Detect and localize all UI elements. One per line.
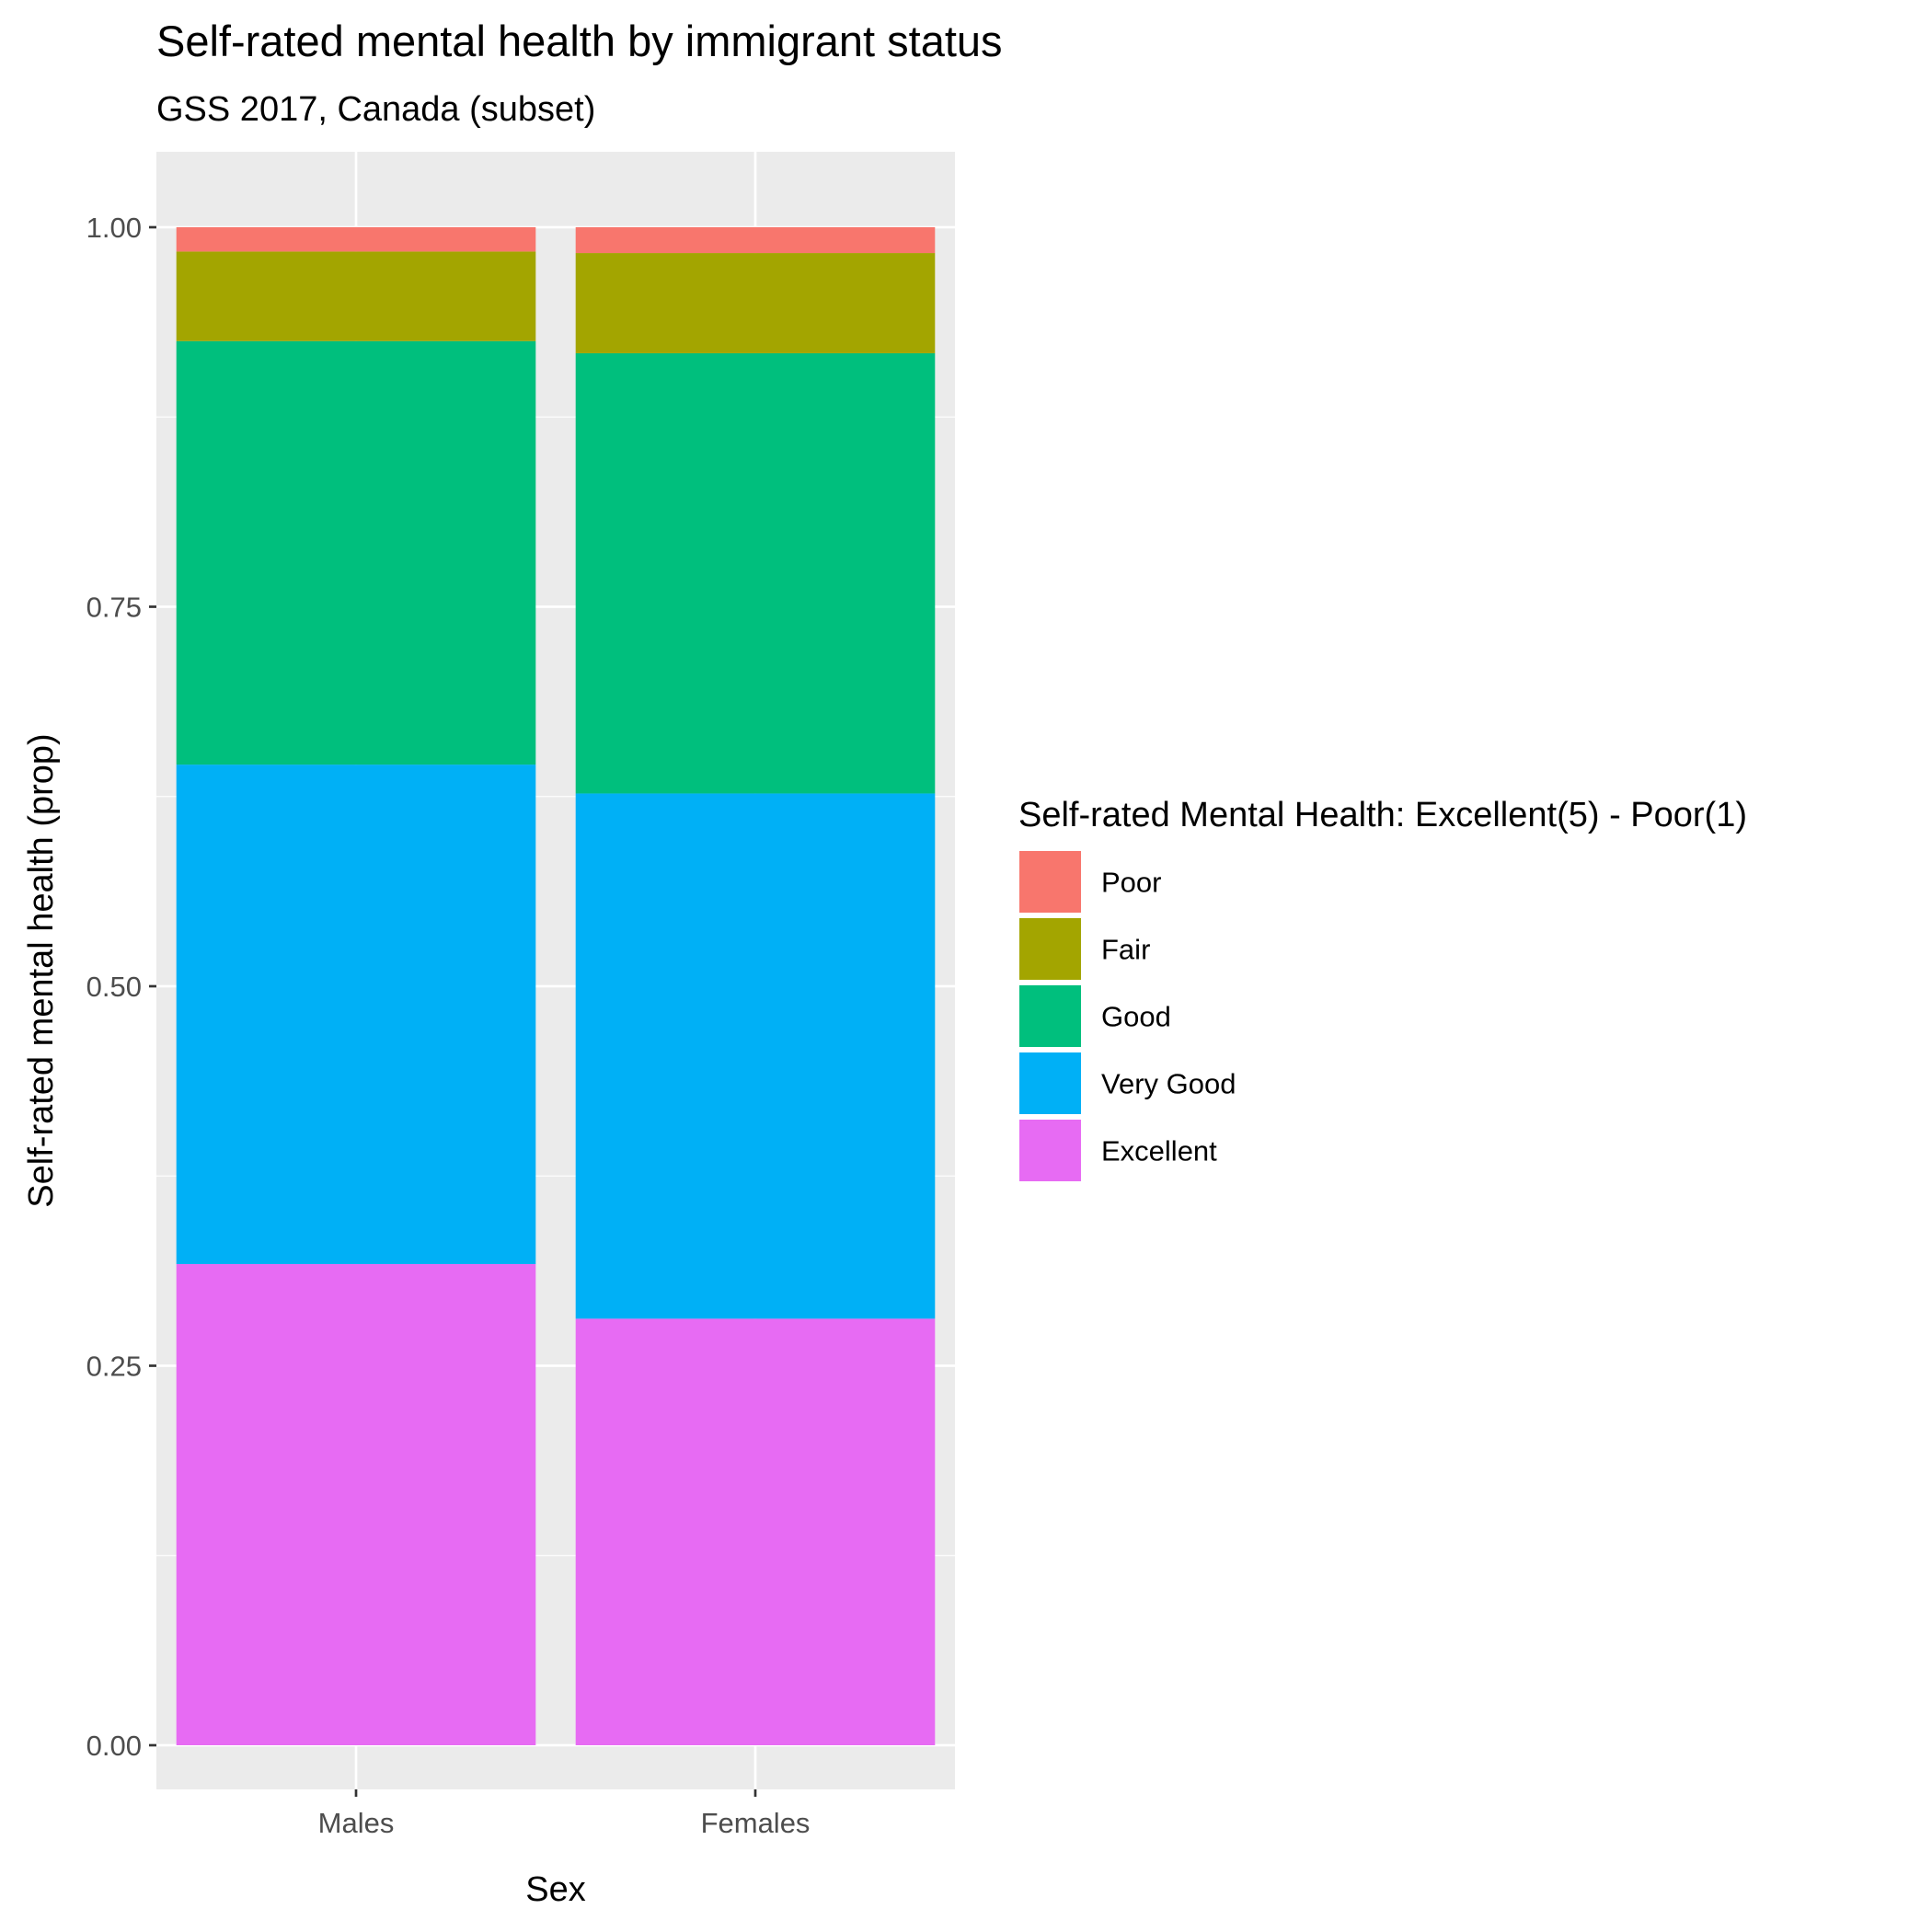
bar-males-poor xyxy=(176,227,536,252)
bars xyxy=(176,227,936,1745)
x-tick-label: Males xyxy=(318,1807,395,1839)
legend-label-excellent: Excellent xyxy=(1101,1135,1217,1167)
bar-females-fair xyxy=(575,253,936,353)
y-tick-label: 0.75 xyxy=(86,592,142,624)
legend-label-fair: Fair xyxy=(1101,934,1150,966)
legend-key-fair xyxy=(1018,916,1083,982)
bar-females-good xyxy=(575,352,936,794)
y-axis: 0.00 0.25 0.50 0.75 1.00 xyxy=(86,212,156,1762)
x-axis-title: Sex xyxy=(525,1870,585,1909)
legend-title: Self-rated Mental Health: Excellent(5) -… xyxy=(1018,796,1747,834)
legend-label-good: Good xyxy=(1101,1001,1171,1033)
bar-males-fair xyxy=(176,251,536,341)
legend-key-good xyxy=(1018,983,1083,1049)
bar-males-very-good xyxy=(176,765,536,1264)
y-tick-label: 0.00 xyxy=(86,1730,142,1762)
legend: Poor Fair Good Very Good Excellent xyxy=(1018,849,1236,1183)
legend-key-very-good xyxy=(1018,1051,1083,1116)
bar-females-poor xyxy=(575,227,936,254)
chart-title: Self-rated mental health by immigrant st… xyxy=(156,17,1003,65)
legend-key-excellent xyxy=(1018,1118,1083,1183)
legend-label-very-good: Very Good xyxy=(1101,1068,1236,1100)
y-axis-title: Self-rated mental health (prop) xyxy=(22,733,61,1207)
chart-subtitle: GSS 2017, Canada (subset) xyxy=(156,90,595,129)
y-tick-label: 0.25 xyxy=(86,1351,142,1383)
bar-males-good xyxy=(176,340,536,765)
bar-females-excellent xyxy=(575,1318,936,1745)
legend-key-poor xyxy=(1018,849,1083,914)
bar-females-very-good xyxy=(575,793,936,1319)
bar-males-excellent xyxy=(176,1263,536,1745)
x-tick-label: Females xyxy=(701,1807,811,1839)
y-tick-label: 0.50 xyxy=(86,971,142,1003)
legend-label-poor: Poor xyxy=(1101,867,1161,899)
y-tick-label: 1.00 xyxy=(86,212,142,244)
x-axis: Males Females xyxy=(318,1789,811,1839)
